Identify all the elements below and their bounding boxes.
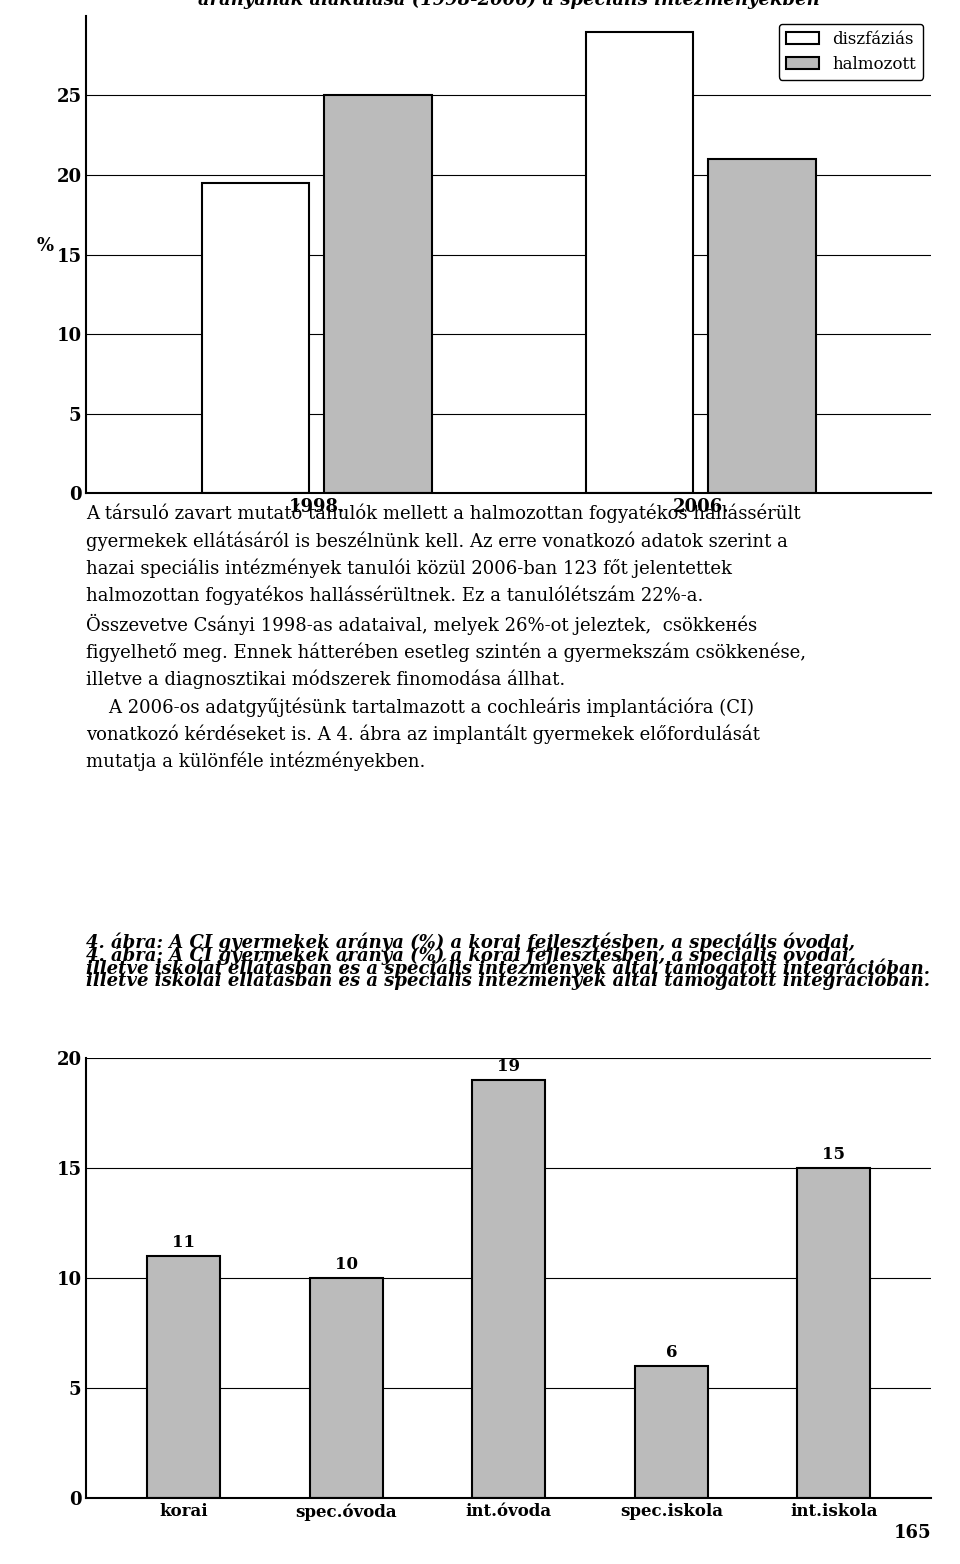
Bar [324,95,432,493]
Bar [586,31,693,493]
Y-axis label: %: % [36,236,54,255]
Bar [202,183,309,493]
Text: 10: 10 [335,1256,358,1273]
Text: 15: 15 [822,1146,845,1164]
Bar [797,1168,871,1498]
Title: 3. ábra: A diszfáziás és a halmozottan fogyatékos hallássérült gyermekek
arányán: 3. ábra: A diszfáziás és a halmozottan f… [139,0,878,8]
Legend: diszfáziás, halmozott: diszfáziás, halmozott [780,23,923,80]
Bar [708,160,816,493]
Text: 165: 165 [894,1523,931,1542]
Bar [635,1367,708,1498]
Text: 4. ábra: A CI gyermekek aránya (%) a korai fejlesztésben, a speciális óvodai,
il: 4. ábra: A CI gyermekek aránya (%) a kor… [86,932,930,978]
Bar [472,1081,545,1498]
Text: 11: 11 [173,1234,196,1251]
Text: 19: 19 [497,1057,520,1074]
Bar [310,1278,383,1498]
Bar [147,1256,221,1498]
Text: 6: 6 [665,1343,677,1361]
Text: A társuló zavart mutató tanulók mellett a halmozottan fogyatékos hallássérült
gy: A társuló zavart mutató tanulók mellett … [86,504,806,771]
Text: 4. ábra: A CI gyermekek aránya (%) a korai fejlesztésben, a speciális óvodai,
il: 4. ábra: A CI gyermekek aránya (%) a kor… [86,945,930,990]
